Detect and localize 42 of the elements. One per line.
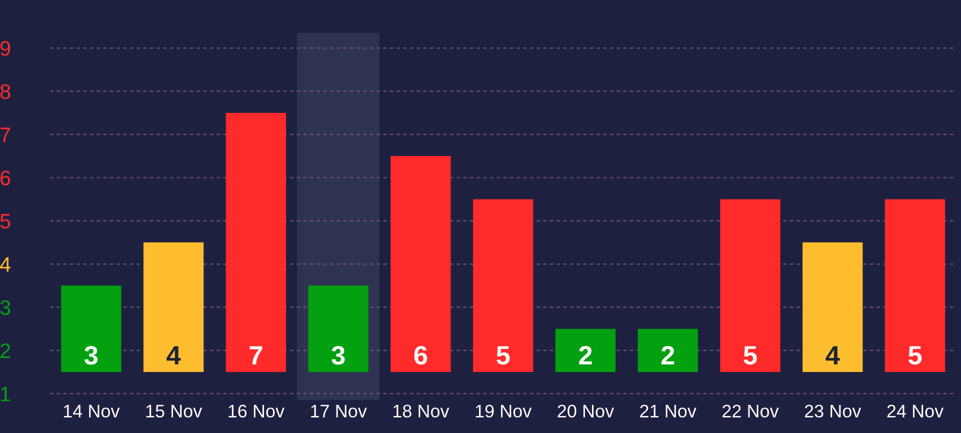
data-label: 2 xyxy=(579,346,592,364)
bar xyxy=(473,199,534,372)
bar xyxy=(720,199,780,372)
data-label: 2 xyxy=(661,346,674,364)
y-tick-label: 8 xyxy=(0,84,10,99)
y-tick-label: 2 xyxy=(0,343,10,358)
x-tick-label: 23 Nov xyxy=(804,404,862,418)
bar xyxy=(226,112,286,372)
bar xyxy=(638,328,698,372)
x-tick-label: 15 Nov xyxy=(146,404,202,418)
x-tick-label: 21 Nov xyxy=(640,404,696,418)
y-tick-label: 9 xyxy=(0,41,10,56)
data-label: 4 xyxy=(166,346,181,364)
bar xyxy=(802,242,863,372)
y-tick-label: 4 xyxy=(0,257,10,272)
y-tick-label: 7 xyxy=(0,128,10,142)
bar xyxy=(143,242,204,372)
x-tick-label: 24 Nov xyxy=(887,404,944,418)
data-label: 5 xyxy=(908,346,922,365)
bar xyxy=(555,328,616,372)
x-tick-label: 17 Nov xyxy=(311,404,367,418)
bar xyxy=(390,156,451,372)
data-label: 5 xyxy=(744,346,757,365)
x-tick-label: 18 Nov xyxy=(393,404,450,418)
bar xyxy=(61,286,122,372)
x-tick-label: 16 Nov xyxy=(228,404,284,418)
x-tick-label: 14 Nov xyxy=(64,404,120,418)
bar xyxy=(884,199,946,372)
y-tick-label: 1 xyxy=(1,386,10,402)
x-tick-label: 20 Nov xyxy=(558,404,614,418)
x-tick-label: 19 Nov xyxy=(476,404,532,418)
data-label: 3 xyxy=(84,346,98,365)
data-label: 7 xyxy=(250,346,262,364)
y-tick-label: 6 xyxy=(0,170,10,186)
bar xyxy=(308,286,368,372)
data-label: 6 xyxy=(414,346,428,365)
data-label: 4 xyxy=(826,346,840,364)
data-label: 3 xyxy=(332,346,345,365)
data-label: 5 xyxy=(496,346,510,365)
y-tick-label: 5 xyxy=(0,214,10,229)
y-tick-label: 3 xyxy=(0,300,10,315)
x-tick-label: 22 Nov xyxy=(722,404,779,418)
